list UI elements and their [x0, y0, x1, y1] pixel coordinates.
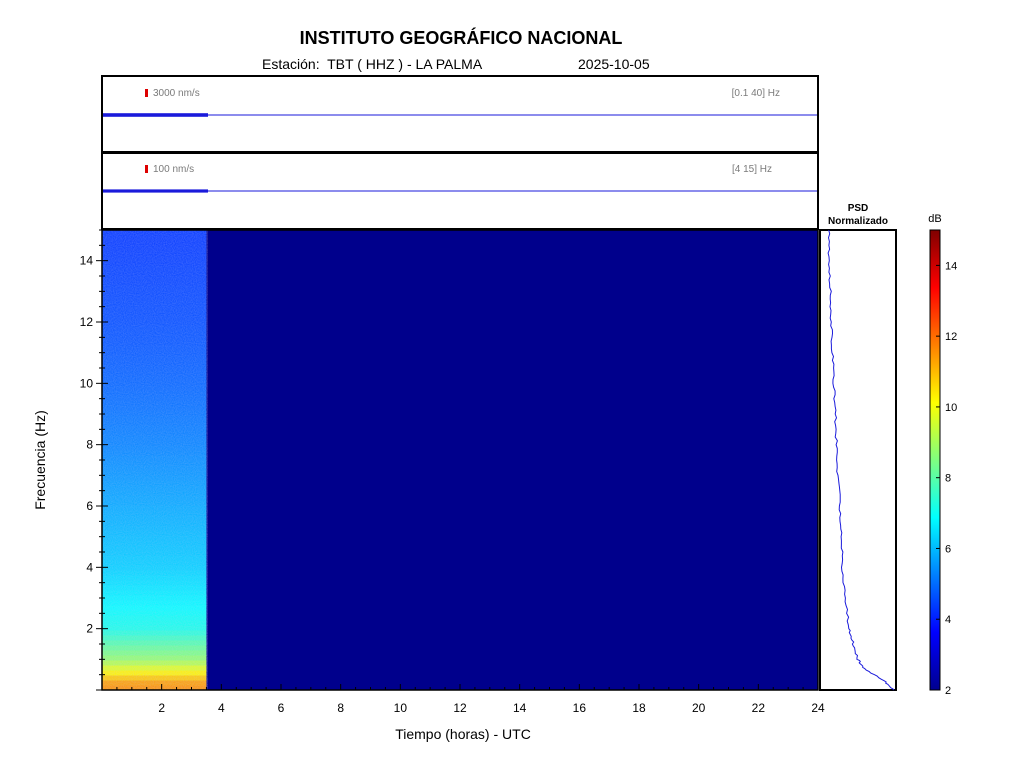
y-axis: 2 4 6 8 10 12 14: [80, 229, 108, 691]
scale-marker-2: [145, 165, 148, 173]
page-title: INSTITUTO GEOGRÁFICO NACIONAL: [299, 28, 623, 48]
psd-panel: PSD Normalizado: [819, 203, 897, 691]
x-tick-label: 2: [158, 701, 165, 715]
psd-subtitle: Normalizado: [828, 216, 888, 227]
station-label: Estación: TBT ( HHZ ) - LA PALMA: [262, 56, 483, 72]
y-tick-label: 4: [86, 560, 93, 574]
colorbar-tick-label: 6: [945, 543, 951, 555]
trace-signal-2: [103, 189, 208, 193]
spectrogram-texture: [102, 230, 208, 690]
colorbar-tick-label: 10: [945, 402, 957, 414]
trace-band-label-2: [4 15] Hz: [732, 164, 772, 175]
colorbar-tick-label: 14: [945, 260, 957, 272]
trace-panel-2: 100 nm/s [4 15] Hz: [101, 152, 819, 230]
date-label: 2025-10-05: [578, 56, 650, 72]
y-tick-label: 8: [86, 438, 93, 452]
psd-frame: [819, 229, 897, 691]
y-tick-label: 2: [86, 622, 93, 636]
y-tick-label: 12: [80, 315, 94, 329]
x-tick-label: 20: [692, 701, 706, 715]
x-axis: 2 4 6 8 10 12 14 16 18 20 22 24: [101, 684, 825, 715]
trace-scale-label-2: 100 nm/s: [153, 164, 194, 175]
colorbar-unit: dB: [928, 213, 941, 225]
colorbar-tick-label: 4: [945, 614, 951, 626]
colorbar: dB 2 4 6 8 10 12 14: [928, 213, 957, 697]
y-tick-label: 14: [80, 254, 94, 268]
x-tick-label: 8: [337, 701, 344, 715]
x-tick-label: 22: [752, 701, 766, 715]
trace-panel-1-frame: [101, 75, 819, 153]
x-tick-label: 6: [278, 701, 285, 715]
x-tick-label: 24: [811, 701, 825, 715]
x-axis-label: Tiempo (horas) - UTC: [395, 726, 531, 742]
trace-signal-1: [103, 113, 208, 117]
colorbar-ticks: 2 4 6 8 10 12 14: [936, 260, 957, 697]
colorbar-tick-label: 12: [945, 331, 957, 343]
x-tick-label: 14: [513, 701, 527, 715]
trace-panel-1: 3000 nm/s [0.1 40] Hz: [101, 75, 819, 153]
psd-curve: [827, 229, 895, 691]
trace-scale-label-1: 3000 nm/s: [153, 88, 200, 99]
scale-marker-1: [145, 89, 148, 97]
x-tick-label: 10: [394, 701, 408, 715]
x-tick-label: 4: [218, 701, 225, 715]
x-tick-label: 12: [453, 701, 467, 715]
psd-title: PSD: [848, 203, 869, 214]
colorbar-tick-label: 8: [945, 473, 951, 485]
colorbar-gradient: [929, 229, 941, 691]
y-axis-label: Frecuencia (Hz): [32, 410, 48, 510]
x-tick-label: 18: [632, 701, 646, 715]
colorbar-tick-label: 2: [945, 685, 951, 697]
x-tick-label: 16: [573, 701, 587, 715]
spectrogram-no-data-area: [102, 230, 818, 690]
y-tick-label: 10: [80, 376, 94, 390]
trace-band-label-1: [0.1 40] Hz: [732, 88, 780, 99]
y-tick-label: 6: [86, 499, 93, 513]
